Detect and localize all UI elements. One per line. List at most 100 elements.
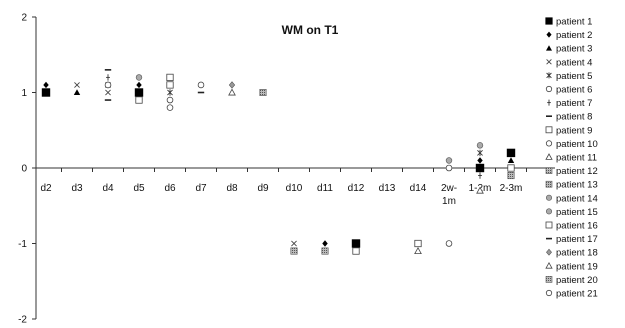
data-point bbox=[166, 73, 174, 81]
legend-label: patient 7 bbox=[556, 98, 592, 109]
x-tick-label: d14 bbox=[410, 183, 427, 194]
data-point bbox=[414, 239, 422, 248]
x-tick-label: d9 bbox=[257, 183, 269, 194]
data-point bbox=[228, 81, 236, 89]
legend-label: patient 13 bbox=[556, 180, 598, 191]
x-tick-label: 2-3m bbox=[500, 183, 523, 194]
y-tick-label: 2 bbox=[21, 13, 27, 24]
x-tick-label: d7 bbox=[195, 183, 207, 194]
legend-label: patient 6 bbox=[556, 85, 592, 96]
y-tick-label: 0 bbox=[21, 164, 27, 175]
data-point bbox=[135, 74, 143, 81]
data-point bbox=[259, 89, 267, 97]
legend-label: patient 8 bbox=[556, 112, 592, 123]
legend-label: patient 21 bbox=[556, 289, 598, 300]
data-point bbox=[322, 240, 328, 247]
data-point bbox=[445, 157, 453, 164]
data-point bbox=[135, 96, 143, 104]
legend-label: patient 16 bbox=[556, 221, 598, 232]
data-point bbox=[106, 74, 110, 81]
x-tick-label: 1m bbox=[442, 196, 456, 207]
data-point bbox=[134, 88, 144, 97]
data-point bbox=[445, 240, 453, 247]
legend-marker bbox=[545, 180, 553, 188]
x-tick-label: d2 bbox=[40, 183, 52, 194]
data-point bbox=[167, 89, 173, 96]
data-point bbox=[321, 247, 329, 255]
x-tick-label: d8 bbox=[226, 183, 238, 194]
legend-label: patient 1 bbox=[556, 17, 592, 28]
legend-marker bbox=[545, 167, 553, 174]
legend-label: patient 14 bbox=[556, 193, 598, 204]
x-tick-label: d10 bbox=[286, 183, 303, 194]
data-point bbox=[136, 81, 142, 89]
legend-label: patient 10 bbox=[556, 139, 598, 150]
legend-label: patient 18 bbox=[556, 248, 598, 259]
x-tick-label: d12 bbox=[348, 183, 365, 194]
legend-marker bbox=[545, 276, 553, 283]
legend-label: patient 4 bbox=[556, 57, 592, 68]
legend-label: patient 12 bbox=[556, 166, 598, 177]
data-point bbox=[477, 157, 483, 164]
legend: patient 1 patient 2 patient 3 patient 4 pati… bbox=[545, 17, 598, 300]
y-tick-label: -1 bbox=[18, 239, 27, 250]
data-point bbox=[478, 172, 482, 179]
x-tick-label: d3 bbox=[71, 183, 83, 194]
legend-label: patient 11 bbox=[556, 153, 597, 164]
data-point bbox=[414, 247, 422, 255]
legend-label: patient 19 bbox=[556, 261, 598, 272]
x-tick-label: d5 bbox=[133, 183, 145, 194]
legend-label: patient 9 bbox=[556, 125, 592, 136]
x-tick-label: d4 bbox=[102, 183, 114, 194]
data-point bbox=[351, 239, 361, 248]
data-point bbox=[475, 163, 485, 173]
data-point bbox=[445, 164, 453, 172]
legend-marker bbox=[545, 153, 553, 160]
legend-marker bbox=[545, 140, 553, 147]
data-point bbox=[166, 104, 174, 111]
y-tick-label: 1 bbox=[21, 88, 27, 99]
data-point bbox=[74, 82, 80, 88]
x-tick-label: d11 bbox=[317, 183, 333, 194]
data-point bbox=[43, 81, 49, 89]
data-point bbox=[73, 89, 81, 96]
x-tick-label: d6 bbox=[164, 183, 176, 194]
legend-marker bbox=[545, 85, 553, 93]
legend-marker bbox=[546, 248, 552, 256]
legend-marker bbox=[546, 59, 552, 65]
legend-label: patient 17 bbox=[556, 234, 598, 245]
legend-label: patient 15 bbox=[556, 207, 598, 218]
data-point bbox=[166, 81, 174, 89]
legend-marker bbox=[545, 194, 552, 201]
y-tick-label: -2 bbox=[18, 315, 27, 326]
legend-label: patient 3 bbox=[556, 44, 592, 55]
legend-marker bbox=[546, 31, 552, 38]
data-point bbox=[228, 88, 236, 96]
chart-title: WM on T1 bbox=[282, 23, 339, 37]
data-point bbox=[506, 148, 516, 158]
x-tick-label: 2w- bbox=[441, 183, 457, 194]
legend-marker bbox=[545, 289, 553, 297]
legend-marker bbox=[545, 17, 553, 25]
legend-label: patient 5 bbox=[556, 71, 592, 82]
legend-marker bbox=[545, 221, 553, 229]
data-point bbox=[105, 89, 111, 96]
data-point bbox=[507, 172, 515, 180]
legend-marker bbox=[546, 45, 552, 51]
legend-label: patient 2 bbox=[556, 30, 592, 41]
legend-marker bbox=[545, 261, 553, 269]
x-tick-label: d13 bbox=[379, 183, 396, 194]
data-point bbox=[197, 81, 205, 89]
legend-marker bbox=[545, 126, 553, 134]
data-point bbox=[166, 96, 174, 104]
legend-label: patient 20 bbox=[556, 275, 598, 286]
data-point bbox=[104, 81, 112, 89]
data-point bbox=[41, 88, 51, 97]
data-point bbox=[476, 186, 484, 194]
plot-area: -2 -1 0 1 2 d2 d3 d4 d5 d6 d7 d8 d9 d10 d11 d12 d13 d14 2w… bbox=[18, 13, 555, 326]
data-point bbox=[352, 247, 360, 255]
data-point bbox=[507, 164, 515, 172]
data-point bbox=[507, 157, 515, 164]
